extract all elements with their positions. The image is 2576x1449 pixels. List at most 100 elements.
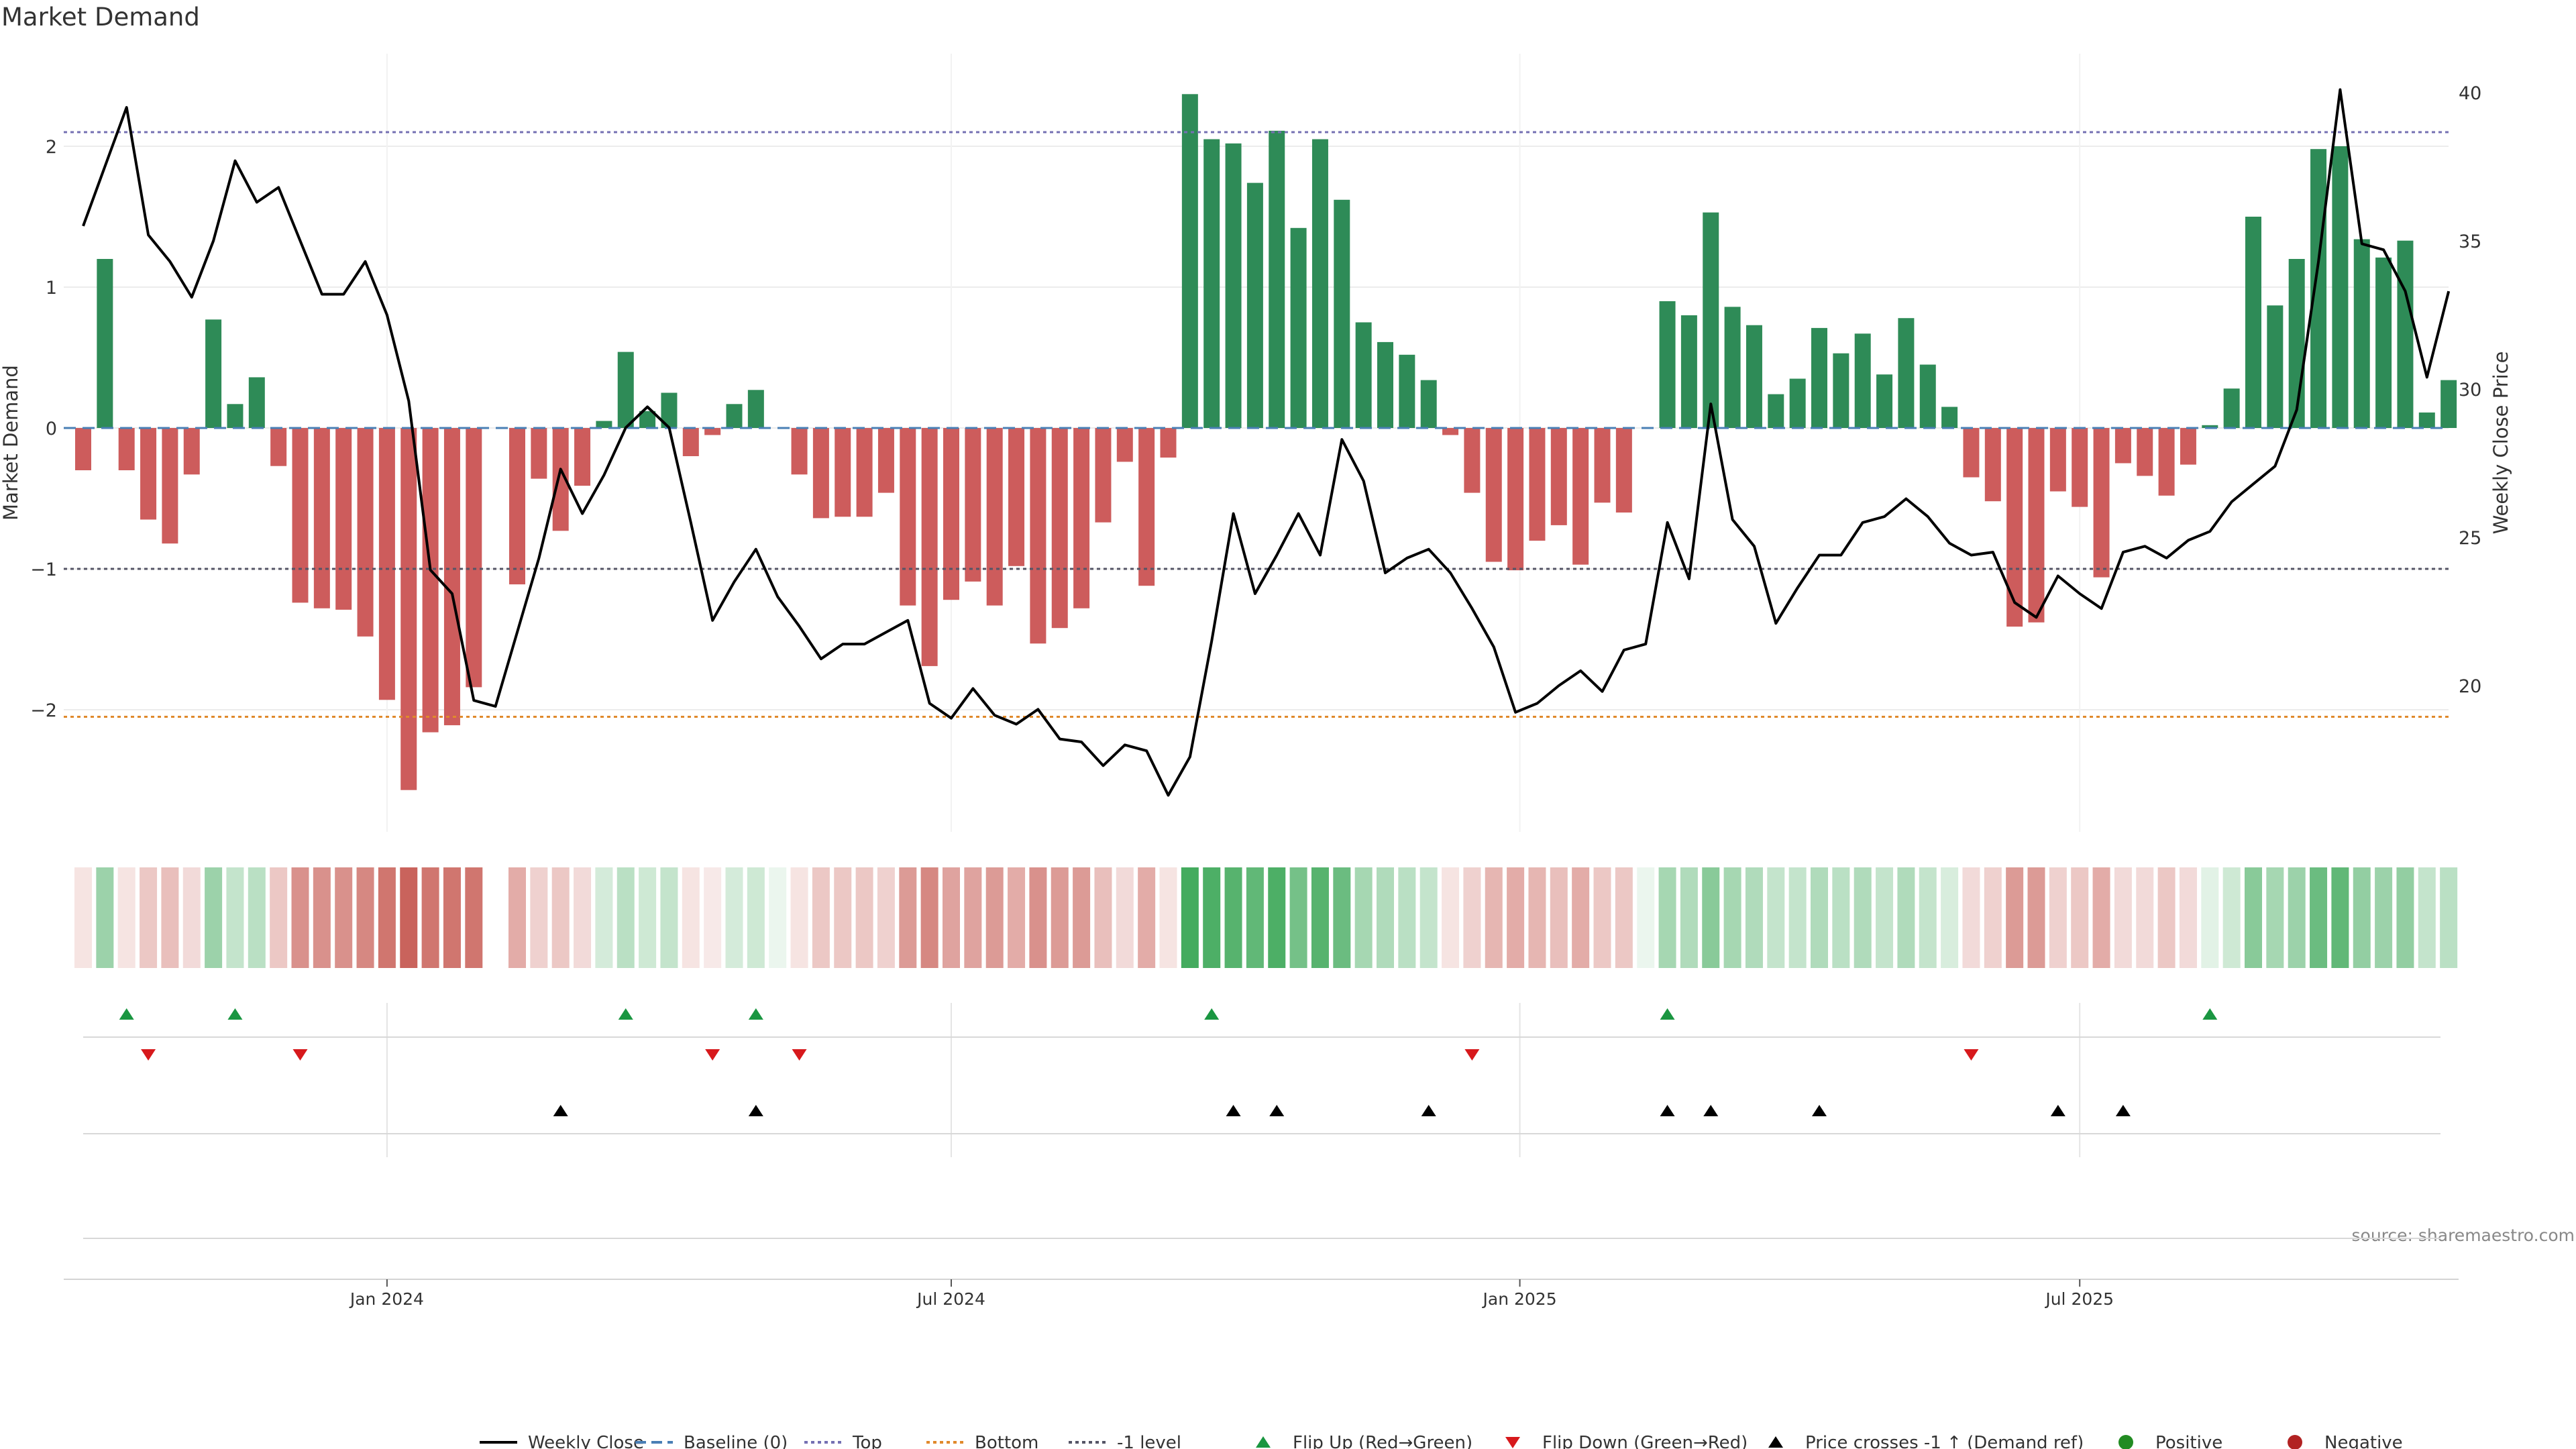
strip-cell-76 bbox=[1723, 867, 1741, 968]
flip-down-marker-5 bbox=[1964, 1049, 1979, 1061]
strip-cell-25 bbox=[616, 867, 635, 968]
demand-bar-92 bbox=[2072, 428, 2088, 507]
legend-label-3: Bottom bbox=[975, 1433, 1038, 1449]
strip-cell-70 bbox=[1593, 867, 1611, 968]
y-tick-left-4: −2 bbox=[30, 700, 57, 721]
strip-cell-53 bbox=[1224, 867, 1242, 968]
demand-bar-69 bbox=[1572, 428, 1589, 565]
strip-cell-2 bbox=[117, 867, 136, 968]
x-tick-0: Jan 2024 bbox=[349, 1289, 424, 1309]
strip-cell-10 bbox=[291, 867, 309, 968]
demand-bar-2 bbox=[118, 428, 135, 470]
strip-cell-74 bbox=[1680, 867, 1698, 968]
demand-bar-100 bbox=[2245, 217, 2261, 428]
demand-bar-52 bbox=[1203, 139, 1220, 428]
legend-swatch-negative bbox=[2288, 1435, 2302, 1449]
y-tick-left-2: 0 bbox=[46, 419, 57, 439]
strip-cell-61 bbox=[1398, 867, 1416, 968]
strip-cell-56 bbox=[1289, 867, 1307, 968]
demand-bar-82 bbox=[1854, 333, 1871, 428]
demand-bar-55 bbox=[1269, 130, 1285, 428]
strip-cell-108 bbox=[2418, 867, 2436, 968]
demand-bar-47 bbox=[1095, 428, 1112, 523]
strip-cell-3 bbox=[140, 867, 158, 968]
strip-cell-104 bbox=[2331, 867, 2349, 968]
demand-bar-95 bbox=[2137, 428, 2153, 476]
demand-bar-102 bbox=[2288, 259, 2305, 428]
strip-cell-7 bbox=[226, 867, 244, 968]
strip-cell-28 bbox=[682, 867, 700, 968]
demand-bar-71 bbox=[1615, 428, 1632, 513]
strip-cell-44 bbox=[1029, 867, 1047, 968]
strip-cell-15 bbox=[400, 867, 418, 968]
strip-cell-26 bbox=[639, 867, 657, 968]
demand-bar-21 bbox=[531, 428, 547, 479]
weekly-close-line bbox=[82, 88, 2451, 797]
strip-cell-49 bbox=[1138, 867, 1156, 968]
strip-cell-63 bbox=[1442, 867, 1460, 968]
demand-bar-66 bbox=[1507, 428, 1524, 571]
demand-bar-23 bbox=[574, 428, 591, 486]
demand-bar-107 bbox=[2397, 240, 2414, 428]
strip-cell-0 bbox=[74, 867, 92, 968]
demand-bar-73 bbox=[1659, 301, 1676, 428]
bars-layer bbox=[75, 94, 2457, 790]
source-note: source: sharemaestro.com bbox=[2352, 1226, 2575, 1245]
strip-cell-32 bbox=[769, 867, 787, 968]
strip-cell-54 bbox=[1246, 867, 1264, 968]
demand-bar-30 bbox=[726, 404, 743, 428]
legend-label-1: Baseline (0) bbox=[684, 1433, 788, 1449]
strip-cell-79 bbox=[1788, 867, 1807, 968]
flip-up-marker-2 bbox=[618, 1008, 633, 1020]
strip-cell-60 bbox=[1377, 867, 1394, 968]
price-cross-marker-2 bbox=[1226, 1105, 1241, 1116]
flip-up-marker-4 bbox=[1204, 1008, 1220, 1020]
y-tick-left-3: −1 bbox=[30, 559, 57, 580]
demand-bar-39 bbox=[921, 428, 938, 666]
demand-bar-33 bbox=[791, 428, 808, 475]
demand-bar-31 bbox=[747, 390, 764, 428]
demand-bar-108 bbox=[2418, 412, 2435, 428]
demand-bar-76 bbox=[1724, 307, 1741, 428]
strip-cell-77 bbox=[1745, 867, 1763, 968]
y-tick-right-3: 25 bbox=[2459, 528, 2481, 549]
demand-bar-81 bbox=[1833, 353, 1849, 428]
demand-bar-79 bbox=[1789, 378, 1806, 428]
strip-cell-38 bbox=[899, 867, 917, 968]
demand-bar-10 bbox=[292, 428, 309, 603]
strip-cell-6 bbox=[205, 867, 223, 968]
demand-bar-68 bbox=[1550, 428, 1567, 525]
y-tick-right-0: 40 bbox=[2459, 83, 2481, 104]
demand-bar-45 bbox=[1051, 428, 1068, 629]
strip-cell-57 bbox=[1311, 867, 1329, 968]
strip-cell-34 bbox=[812, 867, 830, 968]
flip-down-marker-4 bbox=[1464, 1049, 1480, 1061]
demand-bar-5 bbox=[183, 428, 200, 475]
strip-cell-68 bbox=[1550, 867, 1568, 968]
demand-bar-20 bbox=[509, 428, 525, 585]
demand-bar-6 bbox=[205, 319, 222, 428]
demand-bar-75 bbox=[1703, 212, 1719, 428]
strip-cell-55 bbox=[1268, 867, 1286, 968]
strip-cell-72 bbox=[1637, 867, 1655, 968]
legend-swatch-flip-up bbox=[1256, 1436, 1271, 1448]
flip-down-marker-3 bbox=[792, 1049, 807, 1061]
price-cross-marker-4 bbox=[1421, 1105, 1436, 1116]
demand-bar-106 bbox=[2375, 257, 2392, 428]
demand-bar-65 bbox=[1485, 428, 1502, 562]
strip-cell-50 bbox=[1159, 867, 1177, 968]
demand-bar-99 bbox=[2223, 388, 2240, 428]
demand-bar-18 bbox=[466, 428, 482, 688]
strip-cell-64 bbox=[1463, 867, 1481, 968]
legend-label-0: Weekly Close bbox=[528, 1433, 644, 1449]
demand-bar-46 bbox=[1073, 428, 1090, 608]
demand-bar-93 bbox=[2093, 428, 2110, 578]
strip-cell-65 bbox=[1485, 867, 1503, 968]
demand-bar-83 bbox=[1876, 374, 1893, 428]
y-tick-left-1: 1 bbox=[46, 278, 57, 299]
strip-cell-105 bbox=[2353, 867, 2371, 968]
strip-cell-85 bbox=[1919, 867, 1937, 968]
demand-bar-49 bbox=[1138, 428, 1155, 586]
demand-bar-48 bbox=[1116, 428, 1133, 462]
strip-cell-37 bbox=[877, 867, 895, 968]
